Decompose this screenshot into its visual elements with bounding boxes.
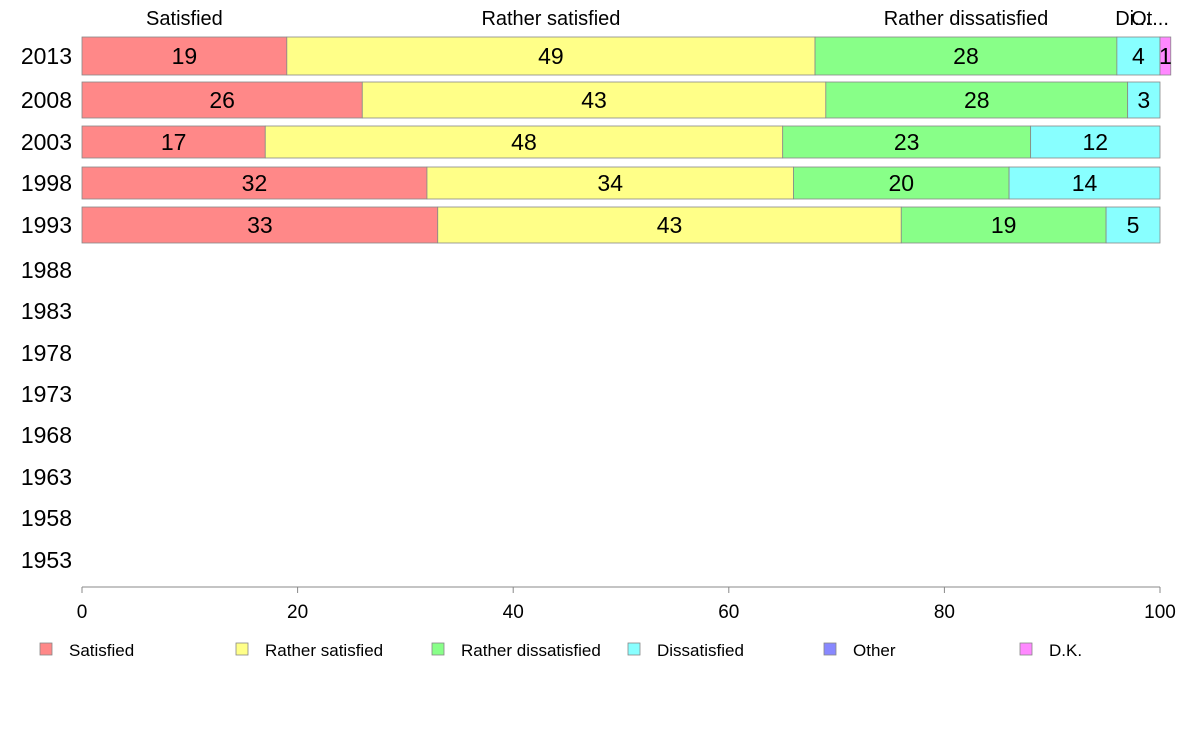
top-category-label: Ot... bbox=[1131, 8, 1169, 30]
bar-segment bbox=[437, 206, 902, 244]
bar-segment bbox=[81, 125, 266, 159]
bar-value-label: 4 bbox=[1132, 43, 1145, 69]
year-label: 1963 bbox=[21, 464, 72, 490]
x-tick-label: 20 bbox=[287, 602, 308, 623]
year-axis-labels: 2013 2008 2003 1998 1993 1988 1983 1978 1973 1968… bbox=[21, 43, 72, 573]
legend-swatch bbox=[627, 642, 641, 656]
bar-value-label: 26 bbox=[209, 87, 235, 113]
year-label: 2003 bbox=[21, 129, 72, 155]
bar-segment bbox=[1105, 206, 1161, 244]
top-category-label: Rather satisfied bbox=[481, 8, 620, 30]
bar-segment bbox=[900, 206, 1107, 244]
bar-segment bbox=[81, 81, 363, 119]
bar-segment bbox=[782, 125, 1032, 159]
year-label: 1988 bbox=[21, 257, 72, 283]
bar-value-label: 28 bbox=[964, 87, 990, 113]
year-label: 1993 bbox=[21, 212, 72, 238]
bar-value-label: 48 bbox=[511, 129, 537, 155]
bar-value-label: 32 bbox=[242, 170, 268, 196]
legend-label: Rather satisfied bbox=[265, 641, 383, 660]
bar-segment bbox=[1008, 166, 1161, 200]
bar-value-label: 19 bbox=[172, 43, 198, 69]
year-label: 1978 bbox=[21, 340, 72, 366]
bar-value-label: 1 bbox=[1159, 43, 1172, 69]
bar-value-label: 23 bbox=[894, 129, 920, 155]
legend-label: D.K. bbox=[1049, 641, 1082, 660]
legend-label: Rather dissatisfied bbox=[461, 641, 601, 660]
top-category-label: Rather dissatisfied bbox=[884, 8, 1049, 30]
year-label: 1983 bbox=[21, 298, 72, 324]
x-axis: 0 20 40 60 80 100 bbox=[77, 586, 1176, 623]
bar-value-label: 34 bbox=[597, 170, 623, 196]
x-tick-label: 80 bbox=[934, 602, 955, 623]
year-label: 1968 bbox=[21, 422, 72, 448]
top-category-label: Satisfied bbox=[146, 8, 223, 30]
bar-value-label: 12 bbox=[1083, 129, 1109, 155]
year-label: 2008 bbox=[21, 87, 72, 113]
bar-value-label: 43 bbox=[581, 87, 607, 113]
bar-segment bbox=[1127, 81, 1161, 119]
bar-segment bbox=[1030, 125, 1161, 159]
bar-value-label: 17 bbox=[161, 129, 187, 155]
legend-swatch bbox=[1019, 642, 1033, 656]
bar-segment bbox=[286, 36, 816, 76]
x-tick-label: 0 bbox=[77, 602, 88, 623]
year-label: 1958 bbox=[21, 505, 72, 531]
year-label: 2013 bbox=[21, 43, 72, 69]
bar-value-label: 28 bbox=[953, 43, 979, 69]
bar-value-labels: 19 49 28 4 1 26 43 28 3 17 48 23 12 32 34 20 14 33 43 19 5 bbox=[161, 43, 1172, 238]
legend-label: Satisfied bbox=[69, 641, 134, 660]
year-label: 1998 bbox=[21, 170, 72, 196]
bar-segment bbox=[825, 81, 1129, 119]
bar-segment bbox=[1159, 36, 1172, 76]
x-tick-label: 60 bbox=[718, 602, 739, 623]
bar-value-label: 43 bbox=[657, 212, 683, 238]
legend-swatch bbox=[235, 642, 249, 656]
bar-segment bbox=[793, 166, 1010, 200]
legend-swatch bbox=[823, 642, 837, 656]
bar-segment bbox=[361, 81, 827, 119]
bar-value-label: 5 bbox=[1127, 212, 1140, 238]
bar-segment bbox=[81, 166, 428, 200]
x-tick-label: 100 bbox=[1144, 602, 1176, 623]
bar-value-label: 20 bbox=[888, 170, 914, 196]
bar-value-label: 14 bbox=[1072, 170, 1098, 196]
legend-swatch bbox=[39, 642, 53, 656]
year-label: 1953 bbox=[21, 547, 72, 573]
bar-segment bbox=[426, 166, 794, 200]
bar-value-label: 3 bbox=[1137, 87, 1150, 113]
x-tick-label: 40 bbox=[503, 602, 524, 623]
top-category-labels: Satisfied Rather satisfied Rather dissatis… bbox=[146, 8, 1169, 30]
bar-value-label: 33 bbox=[247, 212, 273, 238]
year-label: 1973 bbox=[21, 381, 72, 407]
bar-segment bbox=[81, 206, 439, 244]
top-category-label: Di... bbox=[1115, 8, 1151, 30]
legend-label: Dissatisfied bbox=[657, 641, 744, 660]
bar-segments bbox=[81, 36, 1172, 244]
legend-swatch bbox=[431, 642, 445, 656]
legend: Satisfied Rather satisfied Rather dissatis… bbox=[39, 641, 1082, 660]
bar-value-label: 49 bbox=[538, 43, 564, 69]
bar-value-label: 19 bbox=[991, 212, 1017, 238]
legend-label: Other bbox=[853, 641, 896, 660]
